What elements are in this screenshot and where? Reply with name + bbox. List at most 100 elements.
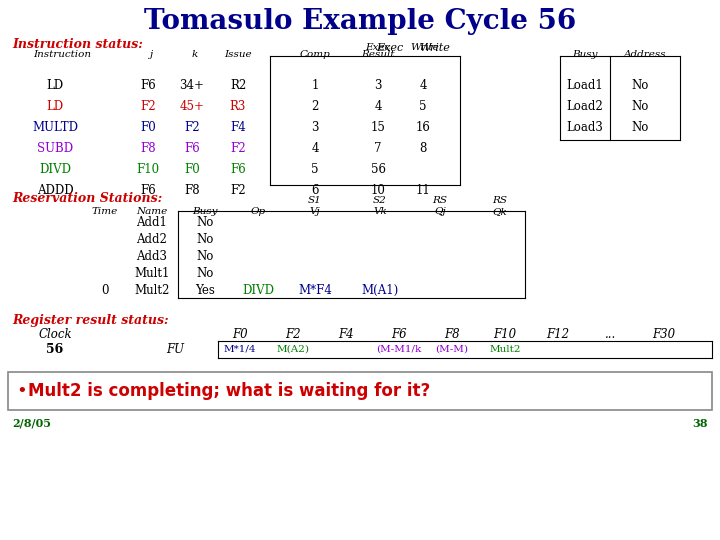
Text: M*1/4: M*1/4 (224, 345, 256, 354)
Text: LD: LD (46, 100, 63, 113)
Text: R2: R2 (230, 79, 246, 92)
Text: 56: 56 (46, 343, 63, 356)
Text: 7: 7 (374, 142, 382, 155)
Text: MULTD: MULTD (32, 121, 78, 134)
Text: 5: 5 (419, 100, 427, 113)
Text: Mult2 is completing; what is waiting for it?: Mult2 is completing; what is waiting for… (28, 382, 431, 400)
Text: Mult2: Mult2 (135, 284, 170, 297)
Text: 45+: 45+ (179, 100, 204, 113)
Text: F8: F8 (184, 184, 200, 197)
Text: 8: 8 (419, 142, 427, 155)
Text: No: No (197, 216, 214, 229)
Text: 6: 6 (311, 184, 319, 197)
Text: Name: Name (136, 207, 168, 216)
Text: ...: ... (606, 328, 616, 341)
Text: (M-M1/k: (M-M1/k (377, 345, 422, 354)
Text: S2: S2 (373, 196, 387, 205)
Text: Add2: Add2 (137, 233, 168, 246)
Text: F12: F12 (546, 328, 570, 341)
Text: F2: F2 (230, 142, 246, 155)
Text: F6: F6 (140, 79, 156, 92)
Text: 4: 4 (311, 142, 319, 155)
Text: Qk: Qk (492, 207, 508, 216)
Text: S1: S1 (308, 196, 322, 205)
Text: F0: F0 (232, 328, 248, 341)
Text: Add3: Add3 (137, 250, 168, 263)
Text: Instruction status:: Instruction status: (12, 38, 143, 51)
Text: 2: 2 (311, 100, 319, 113)
Text: F10: F10 (493, 328, 516, 341)
Text: 34+: 34+ (179, 79, 204, 92)
Text: 1: 1 (311, 79, 319, 92)
Text: FU: FU (166, 343, 184, 356)
Text: DIVD: DIVD (242, 284, 274, 297)
Text: F4: F4 (338, 328, 354, 341)
Text: Busy: Busy (572, 50, 598, 59)
Text: Mult1: Mult1 (135, 267, 170, 280)
Text: F2: F2 (140, 100, 156, 113)
Text: Time: Time (92, 207, 118, 216)
Text: Busy: Busy (192, 207, 217, 216)
Text: Load3: Load3 (567, 121, 603, 134)
Text: No: No (197, 233, 214, 246)
Text: Qj: Qj (434, 207, 446, 216)
Text: M(A1): M(A1) (361, 284, 399, 297)
Text: •: • (16, 382, 27, 400)
Text: LD: LD (46, 79, 63, 92)
Text: Result: Result (361, 50, 395, 59)
Text: Write: Write (420, 43, 451, 53)
Text: No: No (197, 250, 214, 263)
Text: Load2: Load2 (567, 100, 603, 113)
Text: 3: 3 (311, 121, 319, 134)
Text: No: No (197, 267, 214, 280)
Text: Op: Op (251, 207, 266, 216)
Text: DIVD: DIVD (39, 163, 71, 176)
Text: F10: F10 (136, 163, 160, 176)
Text: F6: F6 (391, 328, 407, 341)
Text: SUBD: SUBD (37, 142, 73, 155)
Text: Issue: Issue (224, 50, 252, 59)
Text: 15: 15 (371, 121, 385, 134)
Text: Vk: Vk (373, 207, 387, 216)
Text: No: No (631, 79, 649, 92)
Text: F8: F8 (140, 142, 156, 155)
Text: F2: F2 (230, 184, 246, 197)
Text: ADDD: ADDD (37, 184, 73, 197)
Text: RS: RS (492, 196, 508, 205)
Text: 5: 5 (311, 163, 319, 176)
Text: Load1: Load1 (567, 79, 603, 92)
Text: F6: F6 (184, 142, 200, 155)
Text: 16: 16 (415, 121, 431, 134)
Text: 2/8/05: 2/8/05 (12, 418, 51, 429)
Text: F8: F8 (444, 328, 460, 341)
Text: 0: 0 (102, 284, 109, 297)
Text: Vj: Vj (310, 207, 320, 216)
Text: j: j (150, 50, 153, 59)
Text: Add1: Add1 (137, 216, 168, 229)
Text: 4: 4 (419, 79, 427, 92)
Text: 10: 10 (371, 184, 385, 197)
Text: 4: 4 (374, 100, 382, 113)
Text: Exec: Exec (377, 43, 404, 53)
Text: No: No (631, 100, 649, 113)
Text: Mult2: Mult2 (490, 345, 521, 354)
Text: 3: 3 (374, 79, 382, 92)
FancyBboxPatch shape (8, 372, 712, 410)
Text: F0: F0 (184, 163, 200, 176)
Text: Reservation Stations:: Reservation Stations: (12, 192, 162, 205)
Text: F4: F4 (230, 121, 246, 134)
Text: 11: 11 (415, 184, 431, 197)
Text: M(A2): M(A2) (276, 345, 310, 354)
Text: 38: 38 (693, 418, 708, 429)
Text: RS: RS (433, 196, 448, 205)
Text: F6: F6 (140, 184, 156, 197)
Text: Register result status:: Register result status: (12, 314, 168, 327)
Text: F2: F2 (285, 328, 301, 341)
Text: Tomasulo Example Cycle 56: Tomasulo Example Cycle 56 (144, 8, 576, 35)
Text: Write: Write (410, 43, 439, 52)
Text: F2: F2 (184, 121, 200, 134)
Text: (M-M): (M-M) (436, 345, 469, 354)
Text: F30: F30 (652, 328, 675, 341)
Text: F6: F6 (230, 163, 246, 176)
Text: Yes: Yes (195, 284, 215, 297)
